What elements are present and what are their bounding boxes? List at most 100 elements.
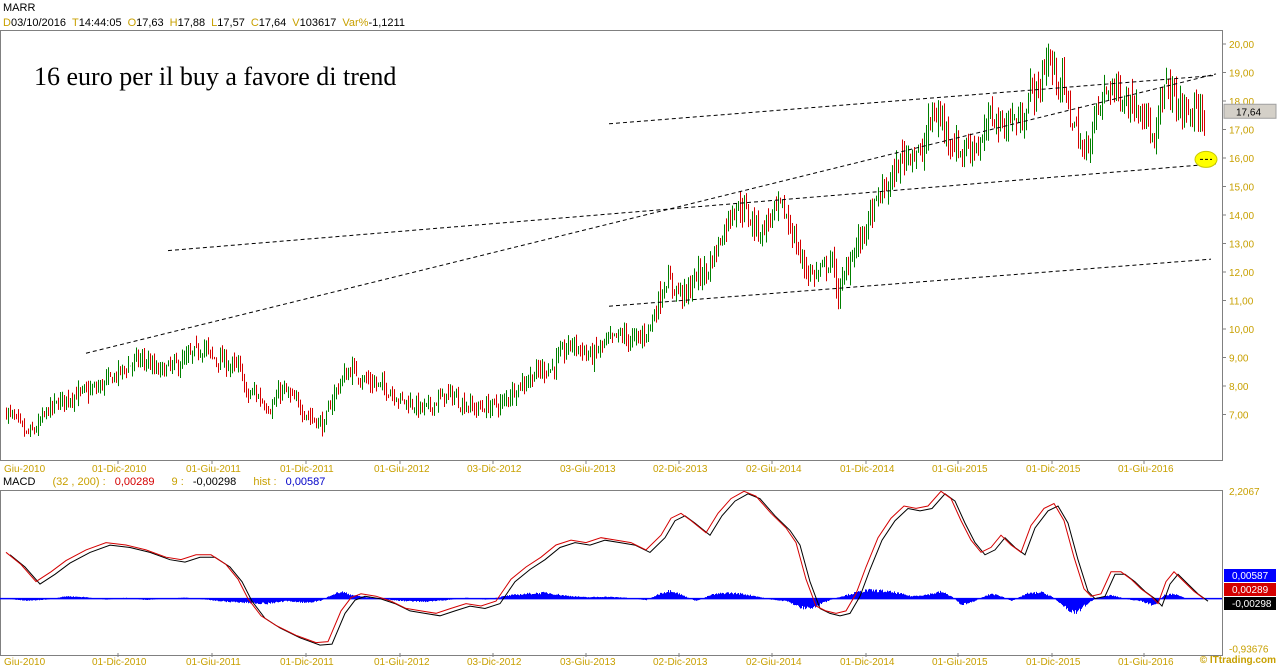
price-axis-label: 14,00	[1229, 211, 1254, 222]
price-time-label: 02-Dic-2013	[653, 464, 708, 475]
price-axis-label: 19,00	[1229, 69, 1254, 80]
hist-value: 0,00587	[285, 476, 326, 488]
macd-time-label: 01-Dic-2015	[1026, 657, 1081, 668]
price-time-label: 01-Dic-2010	[92, 464, 147, 475]
quote-field: Var%-1,1211	[342, 17, 405, 29]
price-panel-frame	[0, 30, 1223, 461]
quote-field: T14:44:05	[72, 17, 122, 29]
quote-field: H17,88	[170, 17, 205, 29]
quote-field-value: 17,88	[177, 17, 206, 29]
macd-time-label: 02-Dic-2013	[653, 657, 708, 668]
quote-field: C17,64	[251, 17, 286, 29]
macd-line	[5, 490, 1205, 644]
price-axis-label: 7,00	[1229, 411, 1249, 422]
last-price-box	[1223, 103, 1277, 119]
price-axis: 20,00 19,00 18,00 17,00 16,00 15,00 14,00 13,00…	[1222, 40, 1277, 422]
trendline	[608, 74, 1217, 125]
quote-field-key: V	[292, 17, 300, 29]
macd-params: (32 , 200) :	[52, 476, 106, 488]
macd-time-label: 03-Giu-2013	[560, 657, 616, 668]
quote-field-value: 14:44:05	[78, 17, 122, 29]
macd-time-label: 01-Giu-2015	[932, 657, 988, 668]
quote-bar: D03/10/2016 T14:44:05 O17,63 H17,88 L17,57 C1…	[3, 17, 411, 29]
macd-value-box	[1224, 569, 1276, 582]
macd-value-label: 0,00289	[1232, 585, 1269, 596]
macd-time-label: 01-Giu-2016	[1118, 657, 1174, 668]
price-candles	[6, 43, 1205, 438]
trendlines	[85, 73, 1218, 354]
price-time-label: 01-Dic-2011	[280, 464, 334, 475]
price-time-axis: Giu-2010 01-Dic-2010 01-Giu-2011 01-Dic-201…	[4, 460, 1174, 475]
quote-field: D03/10/2016	[3, 17, 66, 29]
price-axis-label: 17,00	[1229, 126, 1254, 137]
quote-field-value: 17,63	[136, 17, 164, 29]
price-time-label: 01-Giu-2011	[186, 464, 241, 475]
macd-value-box	[1224, 583, 1276, 596]
quote-field-value: 17,64	[258, 17, 287, 29]
signal-value: -0,00298	[192, 476, 237, 488]
macd-axis: 2,2067 -0,93676 0,00587 0,00289 -0,00298	[1224, 487, 1276, 655]
symbol-title: MARR	[3, 2, 36, 14]
quote-field-value: 103617	[299, 17, 337, 29]
macd-name: MACD	[3, 476, 36, 488]
price-axis-label: 9,00	[1229, 354, 1249, 365]
price-time-label: 03-Dic-2012	[467, 464, 522, 475]
quote-field: O17,63	[128, 17, 164, 29]
price-axis-label: 8,00	[1229, 382, 1249, 393]
price-time-label: 02-Giu-2014	[746, 464, 802, 475]
trendline	[167, 163, 1217, 252]
price-time-label: 01-Dic-2015	[1026, 464, 1081, 475]
price-time-label: 01-Dic-2014	[840, 464, 895, 475]
quote-field-key: C	[250, 17, 259, 29]
price-axis-label: 20,00	[1229, 40, 1254, 51]
trendline	[608, 258, 1212, 307]
quote-field-key: D	[3, 17, 11, 29]
macd-value-label: -0,00298	[1232, 599, 1272, 610]
macd-time-label: 03-Dic-2012	[467, 657, 522, 668]
quote-field-value: -1,1211	[368, 17, 405, 29]
macd-time-label: 01-Dic-2014	[840, 657, 895, 668]
price-axis-label: 10,00	[1229, 325, 1254, 336]
macd-time-axis: Giu-2010 01-Dic-2010 01-Giu-2011 01-Dic-201…	[4, 653, 1174, 668]
macd-histogram	[7, 588, 1205, 614]
price-axis-label: 13,00	[1229, 240, 1254, 251]
macd-value-box	[1224, 597, 1276, 610]
quote-field-key: L	[211, 17, 218, 29]
macd-time-label: 01-Giu-2011	[186, 657, 241, 668]
quote-field-value: 03/10/2016	[10, 17, 67, 29]
macd-time-label: 01-Dic-2010	[92, 657, 147, 668]
trendline	[85, 73, 1217, 354]
macd-axis-label: 2,2067	[1229, 487, 1260, 498]
quote-field-key: O	[127, 17, 137, 29]
macd-lines	[5, 490, 1209, 646]
price-time-label: 01-Giu-2012	[374, 464, 430, 475]
macd-time-label: Giu-2010	[4, 657, 46, 668]
quote-field-key: H	[169, 17, 178, 29]
price-time-label: 03-Giu-2013	[560, 464, 616, 475]
price-axis-label: 18,00	[1229, 97, 1254, 108]
macd-header: MACD (32 , 200) : 0,00289 9 : -0,00298 h…	[3, 476, 325, 488]
signal-line	[9, 493, 1209, 646]
macd-time-label: 01-Giu-2012	[374, 657, 430, 668]
macd-value: 0,00289	[114, 476, 155, 488]
hist-label: hist :	[253, 476, 277, 488]
signal-label: 9 :	[171, 476, 184, 488]
quote-field: L17,57	[211, 17, 245, 29]
last-price-label: 17,64	[1236, 107, 1261, 118]
price-axis-label: 12,00	[1229, 268, 1254, 279]
price-time-label: 01-Giu-2015	[932, 464, 988, 475]
price-axis-label: 16,00	[1229, 154, 1254, 165]
macd-value-label: 0,00587	[1232, 571, 1269, 582]
price-time-label: 01-Giu-2016	[1118, 464, 1174, 475]
macd-axis-label: -0,93676	[1229, 644, 1269, 655]
quote-field-value: 17,57	[217, 17, 245, 29]
annotation-text: 16 euro per il buy a favore di trend	[34, 62, 397, 91]
quote-field-key: Var%	[342, 17, 369, 29]
quote-field-key: T	[72, 17, 79, 29]
price-panel-border	[0, 30, 1223, 461]
macd-panel-border	[0, 490, 1223, 656]
price-axis-label: 15,00	[1229, 183, 1254, 194]
credit-text: © ITtrading.com	[1199, 655, 1276, 666]
price-time-label: Giu-2010	[4, 464, 46, 475]
